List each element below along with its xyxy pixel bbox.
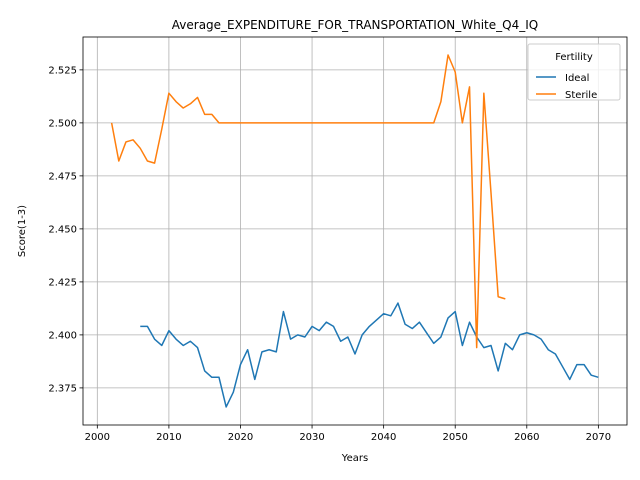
- x-tick-label: 2010: [156, 432, 181, 443]
- x-tick-label: 2020: [228, 432, 253, 443]
- chart-title: Average_EXPENDITURE_FOR_TRANSPORTATION_W…: [172, 18, 538, 32]
- x-tick-label: 2050: [442, 432, 467, 443]
- x-tick-label: 2040: [371, 432, 396, 443]
- y-tick-label: 2.450: [48, 224, 77, 235]
- plot-frame: [82, 36, 628, 426]
- series-line-sterile: [110, 54, 506, 349]
- legend-title: Fertility: [555, 52, 593, 63]
- y-tick-label: 2.425: [48, 277, 77, 288]
- x-tick-label: 2070: [586, 432, 611, 443]
- series-line-ideal: [140, 302, 599, 408]
- x-tick-label: 2000: [85, 432, 110, 443]
- y-tick-label: 2.475: [48, 171, 77, 182]
- y-axis-label: Score(1-3): [17, 205, 28, 257]
- legend-label-sterile: Sterile: [565, 90, 597, 101]
- y-tick-label: 2.400: [48, 330, 77, 341]
- x-tick-label: 2060: [514, 432, 539, 443]
- y-tick-label: 2.500: [48, 118, 77, 129]
- x-tick-label: 2030: [299, 432, 324, 443]
- y-tick-label: 2.525: [48, 65, 77, 76]
- x-axis-label: Years: [341, 453, 368, 464]
- series-layer: [110, 54, 599, 408]
- ticks-layer: 2000 2010 2020 2030 2040 2050 2060 2070 2.375 2.4…: [48, 65, 611, 443]
- legend: Fertility Ideal Sterile: [527, 43, 621, 101]
- y-tick-label: 2.375: [48, 383, 77, 394]
- legend-label-ideal: Ideal: [565, 73, 589, 84]
- legend-box: [527, 43, 621, 101]
